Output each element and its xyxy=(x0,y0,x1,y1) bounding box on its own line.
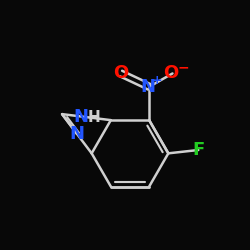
Text: −: − xyxy=(177,60,189,74)
Text: N: N xyxy=(140,78,155,96)
Text: O: O xyxy=(113,64,128,82)
Text: N: N xyxy=(73,108,88,126)
Text: H: H xyxy=(88,110,100,125)
Text: F: F xyxy=(192,141,204,159)
Text: +: + xyxy=(151,74,162,87)
Text: N: N xyxy=(69,125,84,143)
Text: O: O xyxy=(163,64,178,82)
